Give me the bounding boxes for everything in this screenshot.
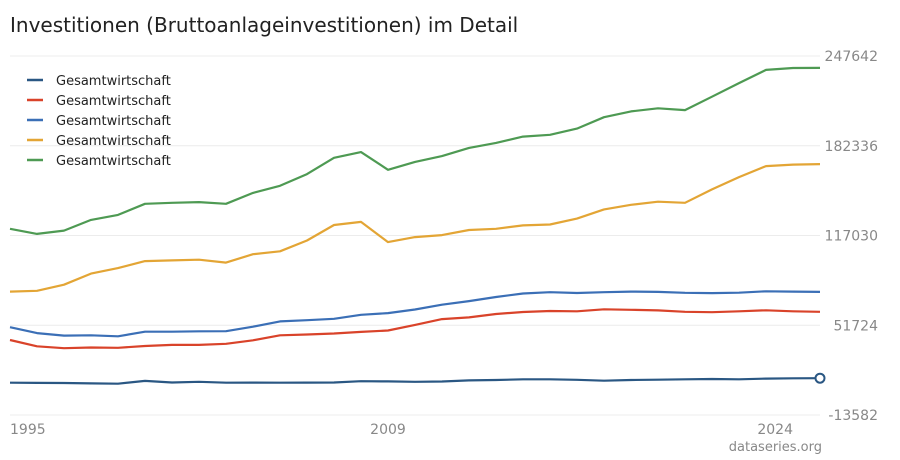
- legend-label: Gesamtwirtschaft: [56, 74, 171, 89]
- y-axis-ticks: 247642 182336 117030 51724 -13582: [825, 49, 879, 424]
- legend-label: Gesamtwirtschaft: [56, 114, 171, 129]
- y-tick-label: 182336: [825, 139, 879, 155]
- series-line-3: [9, 290, 821, 338]
- legend-label: Gesamtwirtschaft: [56, 94, 171, 109]
- gridlines: [10, 55, 820, 416]
- series-line-5: [9, 66, 821, 235]
- series-line-2: [9, 308, 821, 350]
- x-tick-label: 1995: [10, 422, 46, 438]
- x-axis-ticks: 1995 2009 2024: [10, 422, 793, 438]
- y-tick-label: -13582: [828, 408, 878, 424]
- x-tick-label: 2024: [757, 422, 793, 438]
- source-label: dataseries.org: [728, 440, 822, 455]
- y-tick-label: 117030: [825, 229, 878, 245]
- series-lines: [9, 66, 826, 385]
- legend: Gesamtwirtschaft Gesamtwirtschaft Gesamtwi…: [27, 74, 171, 169]
- chart-title: Investitionen (Bruttoanlageinvestitionen…: [10, 13, 519, 37]
- x-tick-label: 2009: [370, 422, 406, 438]
- legend-label: Gesamtwirtschaft: [56, 154, 171, 169]
- legend-label: Gesamtwirtschaft: [56, 134, 171, 149]
- y-tick-label: 51724: [833, 318, 878, 334]
- series-line-4: [9, 163, 821, 293]
- series-end-marker: [814, 372, 826, 384]
- y-tick-label: 247642: [825, 49, 878, 65]
- series-line-1: [9, 377, 821, 385]
